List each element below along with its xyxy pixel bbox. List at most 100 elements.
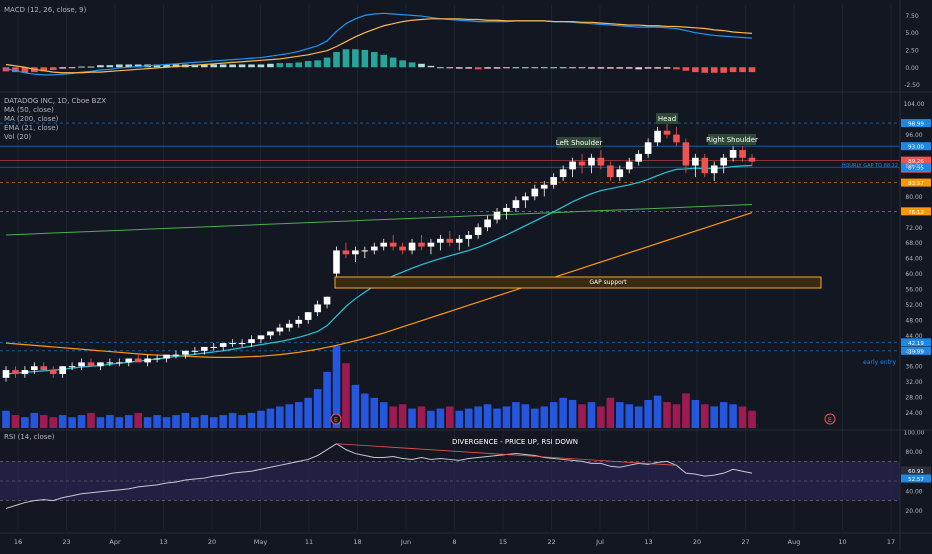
earnings-marker-label: E (334, 416, 338, 424)
candle-body[interactable] (635, 153, 642, 162)
candle-body[interactable] (314, 304, 321, 313)
candle-body[interactable] (673, 134, 680, 143)
candle-body[interactable] (49, 370, 57, 374)
candle-body[interactable] (503, 207, 510, 212)
candle-body[interactable] (729, 150, 737, 158)
candle-body[interactable] (399, 246, 406, 251)
volume-bar (153, 415, 161, 428)
candle-body[interactable] (588, 157, 595, 166)
candle-body[interactable] (97, 362, 104, 367)
earnings-marker[interactable]: E (824, 413, 836, 425)
volume-bar (521, 404, 530, 428)
candle-body[interactable] (607, 165, 614, 178)
candle-body[interactable] (12, 370, 19, 374)
candle-body[interactable] (68, 366, 76, 368)
candle-body[interactable] (455, 238, 463, 243)
candle-body[interactable] (285, 323, 293, 328)
candle-body[interactable] (248, 339, 255, 344)
candle-body[interactable] (474, 227, 482, 235)
candle-body[interactable] (116, 362, 123, 364)
candle-body[interactable] (276, 327, 284, 332)
candle-body[interactable] (304, 312, 312, 320)
candle-body[interactable] (540, 184, 548, 189)
candle-body[interactable] (380, 242, 388, 247)
candle-body[interactable] (219, 343, 227, 347)
candle-body[interactable] (644, 142, 652, 154)
candle-body[interactable] (229, 343, 236, 345)
candle-body[interactable] (418, 242, 425, 247)
candle-body[interactable] (191, 350, 199, 352)
candle-body[interactable] (352, 250, 359, 255)
candle-body[interactable] (531, 188, 539, 197)
candle-body[interactable] (267, 331, 274, 336)
candle-body[interactable] (59, 366, 66, 374)
candle-body[interactable] (257, 335, 265, 340)
macd-histogram-bar (134, 64, 142, 68)
candle-body[interactable] (370, 246, 378, 251)
time-axis-label: 15 (499, 538, 507, 546)
candle-body[interactable] (512, 200, 520, 208)
candle-body[interactable] (437, 238, 444, 243)
price-axis-tick: 60.00 (905, 271, 922, 278)
candle-body[interactable] (493, 211, 501, 220)
candle-body[interactable] (210, 346, 218, 348)
candle-body[interactable] (31, 366, 38, 371)
candle-body[interactable] (682, 142, 690, 166)
candle-body[interactable] (163, 354, 170, 359)
candle-body[interactable] (172, 354, 180, 356)
candle-body[interactable] (692, 157, 699, 166)
candle-body[interactable] (710, 165, 718, 174)
candle-body[interactable] (182, 350, 189, 355)
candle-body[interactable] (342, 250, 350, 255)
candle-body[interactable] (323, 296, 331, 305)
price-axis-tag: 83.57 (901, 178, 931, 187)
gap-support-zone[interactable]: GAP support (334, 276, 822, 289)
candle-body[interactable] (663, 130, 671, 135)
candle-body[interactable] (597, 157, 605, 166)
candle-body[interactable] (200, 346, 208, 351)
candle-body[interactable] (106, 362, 114, 364)
candle-body[interactable] (408, 242, 416, 251)
candle-body[interactable] (739, 150, 746, 158)
rsi-pane[interactable] (0, 443, 900, 509)
candle-body[interactable] (427, 242, 435, 247)
macd-histogram-bar (493, 67, 501, 69)
candle-body[interactable] (333, 250, 340, 274)
macd-histogram-bar (427, 65, 435, 68)
candle-body[interactable] (465, 234, 473, 239)
candle-body[interactable] (78, 362, 85, 367)
candle-body[interactable] (134, 358, 142, 363)
candle-body[interactable] (484, 219, 491, 228)
candle-body[interactable] (40, 366, 48, 371)
candle-body[interactable] (654, 130, 661, 143)
candle-body[interactable] (295, 319, 303, 324)
candle-body[interactable] (616, 169, 624, 178)
price-pane[interactable] (0, 122, 900, 428)
earnings-marker[interactable]: E (330, 413, 342, 425)
candle-body[interactable] (125, 358, 133, 363)
candle-body[interactable] (748, 157, 756, 162)
candle-body[interactable] (87, 362, 95, 367)
candle-body[interactable] (550, 177, 558, 185)
candle-body[interactable] (144, 358, 151, 363)
time-axis-label: 18 (353, 538, 361, 546)
candle-body[interactable] (522, 196, 529, 201)
candle-body[interactable] (361, 250, 369, 252)
macd-histogram-bar (559, 67, 567, 69)
candle-body[interactable] (569, 161, 576, 170)
macd-pane[interactable] (2, 12, 756, 76)
candle-body[interactable] (578, 161, 586, 166)
candle-body[interactable] (625, 161, 633, 170)
candle-body[interactable] (238, 343, 246, 345)
candle-body[interactable] (559, 169, 567, 178)
candle-body[interactable] (153, 358, 161, 360)
candle-body[interactable] (446, 238, 454, 243)
price-axis-tick: 56.00 (905, 287, 922, 294)
candle-body[interactable] (2, 370, 10, 378)
candle-body[interactable] (389, 242, 397, 247)
candle-body[interactable] (720, 157, 727, 166)
candle-body[interactable] (701, 157, 709, 174)
candle-body[interactable] (21, 370, 29, 374)
